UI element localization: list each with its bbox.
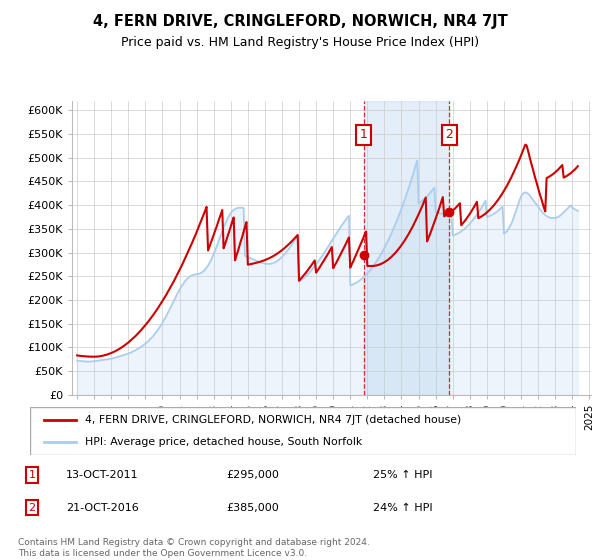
Text: 4, FERN DRIVE, CRINGLEFORD, NORWICH, NR4 7JT (detached house): 4, FERN DRIVE, CRINGLEFORD, NORWICH, NR4… <box>85 415 461 425</box>
Bar <box>364 101 449 395</box>
Text: 1: 1 <box>360 128 368 142</box>
Text: 2: 2 <box>29 503 35 512</box>
Text: 4, FERN DRIVE, CRINGLEFORD, NORWICH, NR4 7JT: 4, FERN DRIVE, CRINGLEFORD, NORWICH, NR4… <box>92 14 508 29</box>
Text: 2: 2 <box>446 128 454 142</box>
Text: HPI: Average price, detached house, South Norfolk: HPI: Average price, detached house, Sout… <box>85 437 362 447</box>
Text: 21-OCT-2016: 21-OCT-2016 <box>66 503 139 512</box>
Text: 24% ↑ HPI: 24% ↑ HPI <box>373 503 433 512</box>
Text: Contains HM Land Registry data © Crown copyright and database right 2024.
This d: Contains HM Land Registry data © Crown c… <box>18 538 370 558</box>
Text: 1: 1 <box>29 470 35 480</box>
Text: 13-OCT-2011: 13-OCT-2011 <box>66 470 139 480</box>
FancyBboxPatch shape <box>30 407 576 455</box>
Text: Price paid vs. HM Land Registry's House Price Index (HPI): Price paid vs. HM Land Registry's House … <box>121 36 479 49</box>
Text: £295,000: £295,000 <box>227 470 280 480</box>
Text: £385,000: £385,000 <box>227 503 280 512</box>
Text: 25% ↑ HPI: 25% ↑ HPI <box>373 470 433 480</box>
